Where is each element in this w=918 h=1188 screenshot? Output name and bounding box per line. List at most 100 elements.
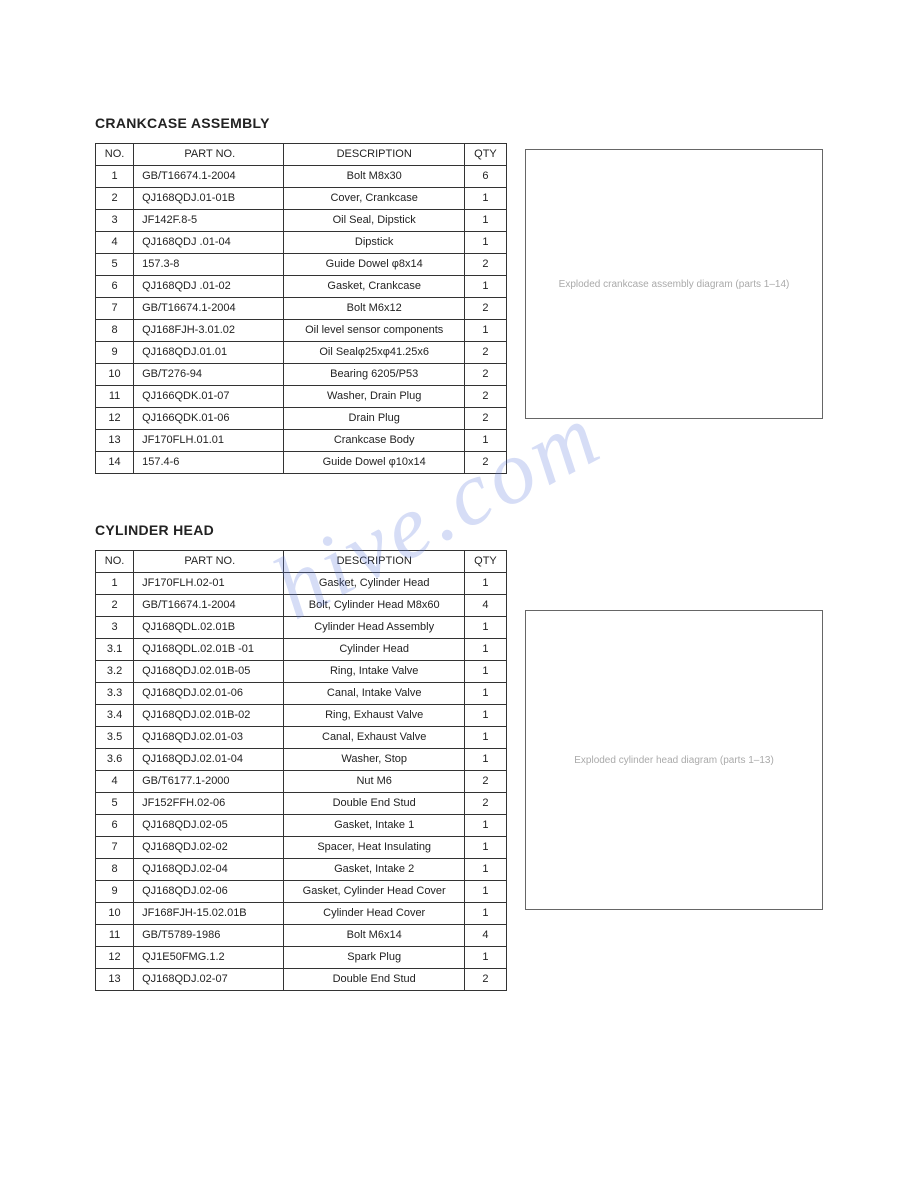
cell-desc: Gasket, Intake 1: [284, 815, 464, 837]
cell-qty: 1: [464, 815, 506, 837]
cell-desc: Cover, Crankcase: [284, 188, 464, 210]
cell-desc: Double End Stud: [284, 969, 464, 991]
cell-qty: 1: [464, 661, 506, 683]
cell-desc: Canal, Exhaust Valve: [284, 727, 464, 749]
cell-qty: 2: [464, 386, 506, 408]
cell-desc: Nut M6: [284, 771, 464, 793]
cell-no: 7: [96, 298, 134, 320]
cell-qty: 1: [464, 617, 506, 639]
cell-qty: 1: [464, 639, 506, 661]
parts-table-crankcase: NO. PART NO. DESCRIPTION QTY 1GB/T16674.…: [95, 143, 507, 474]
col-header-qty: QTY: [464, 551, 506, 573]
cell-desc: Bolt M6x12: [284, 298, 464, 320]
cell-desc: Spark Plug: [284, 947, 464, 969]
cell-desc: Cylinder Head: [284, 639, 464, 661]
cell-no: 10: [96, 364, 134, 386]
cell-part: GB/T5789-1986: [134, 925, 284, 947]
cell-part: GB/T276-94: [134, 364, 284, 386]
cell-part: JF152FFH.02-06: [134, 793, 284, 815]
cell-desc: Gasket, Cylinder Head Cover: [284, 881, 464, 903]
cell-no: 7: [96, 837, 134, 859]
cell-part: JF170FLH.02-01: [134, 573, 284, 595]
cell-no: 1: [96, 573, 134, 595]
table-row: 13QJ168QDJ.02-07Double End Stud2: [96, 969, 507, 991]
col-header-part: PART NO.: [134, 551, 284, 573]
cell-no: 4: [96, 232, 134, 254]
cell-qty: 1: [464, 837, 506, 859]
cell-qty: 2: [464, 298, 506, 320]
cell-part: QJ168QDJ.02.01-06: [134, 683, 284, 705]
cell-qty: 1: [464, 859, 506, 881]
table-row: 3.5QJ168QDJ.02.01-03Canal, Exhaust Valve…: [96, 727, 507, 749]
cell-no: 6: [96, 815, 134, 837]
cell-qty: 4: [464, 925, 506, 947]
cell-qty: 1: [464, 749, 506, 771]
table-header-row: NO. PART NO. DESCRIPTION QTY: [96, 551, 507, 573]
cell-qty: 2: [464, 452, 506, 474]
cell-no: 12: [96, 408, 134, 430]
cell-part: JF142F.8-5: [134, 210, 284, 232]
cell-no: 8: [96, 320, 134, 342]
cell-no: 14: [96, 452, 134, 474]
table-row: 3.1QJ168QDL.02.01B -01Cylinder Head1: [96, 639, 507, 661]
cell-part: QJ168QDL.02.01B -01: [134, 639, 284, 661]
cell-no: 9: [96, 342, 134, 364]
cell-part: QJ168FJH-3.01.02: [134, 320, 284, 342]
col-header-desc: DESCRIPTION: [284, 144, 464, 166]
table-row: 5JF152FFH.02-06Double End Stud2: [96, 793, 507, 815]
cell-part: GB/T16674.1-2004: [134, 166, 284, 188]
cell-desc: Cylinder Head Assembly: [284, 617, 464, 639]
cell-qty: 1: [464, 232, 506, 254]
section-title: CRANKCASE ASSEMBLY: [95, 115, 823, 131]
cell-no: 13: [96, 430, 134, 452]
table-row: 3JF142F.8-5Oil Seal, Dipstick1: [96, 210, 507, 232]
cell-qty: 1: [464, 210, 506, 232]
cell-no: 9: [96, 881, 134, 903]
table-row: 3.6QJ168QDJ.02.01-04Washer, Stop1: [96, 749, 507, 771]
cell-desc: Bolt M8x30: [284, 166, 464, 188]
cell-part: QJ166QDK.01-07: [134, 386, 284, 408]
cell-desc: Bearing 6205/P53: [284, 364, 464, 386]
diagram-crankcase: Exploded crankcase assembly diagram (par…: [525, 149, 823, 419]
cell-desc: Gasket, Intake 2: [284, 859, 464, 881]
table-row: 3.2QJ168QDJ.02.01B-05Ring, Intake Valve1: [96, 661, 507, 683]
cell-desc: Guide Dowel φ8x14: [284, 254, 464, 276]
cell-desc: Gasket, Crankcase: [284, 276, 464, 298]
cell-qty: 2: [464, 254, 506, 276]
cell-desc: Oil Seal, Dipstick: [284, 210, 464, 232]
section-cylinder-head: CYLINDER HEAD NO. PART NO. DESCRIPTION Q…: [95, 522, 823, 991]
cell-no: 11: [96, 925, 134, 947]
cell-part: QJ168QDJ.02.01-03: [134, 727, 284, 749]
table-row: 11GB/T5789-1986Bolt M6x144: [96, 925, 507, 947]
table-row: 2QJ168QDJ.01-01BCover, Crankcase1: [96, 188, 507, 210]
cell-desc: Canal, Intake Valve: [284, 683, 464, 705]
cell-no: 2: [96, 595, 134, 617]
table-row: 10GB/T276-94Bearing 6205/P532: [96, 364, 507, 386]
table-row: 3QJ168QDL.02.01BCylinder Head Assembly1: [96, 617, 507, 639]
cell-qty: 2: [464, 408, 506, 430]
cell-desc: Ring, Intake Valve: [284, 661, 464, 683]
table-row: 13JF170FLH.01.01Crankcase Body1: [96, 430, 507, 452]
table-row: 3.3QJ168QDJ.02.01-06Canal, Intake Valve1: [96, 683, 507, 705]
cell-qty: 2: [464, 793, 506, 815]
table-row: 8QJ168QDJ.02-04Gasket, Intake 21: [96, 859, 507, 881]
cell-part: QJ168QDJ.01-01B: [134, 188, 284, 210]
cell-no: 10: [96, 903, 134, 925]
table-row: 9QJ168QDJ.02-06Gasket, Cylinder Head Cov…: [96, 881, 507, 903]
cell-desc: Crankcase Body: [284, 430, 464, 452]
section-crankcase: CRANKCASE ASSEMBLY NO. PART NO. DESCRIPT…: [95, 115, 823, 474]
table-row: 12QJ1E50FMG.1.2Spark Plug1: [96, 947, 507, 969]
table-row: 8QJ168FJH-3.01.02Oil level sensor compon…: [96, 320, 507, 342]
cell-qty: 2: [464, 771, 506, 793]
cell-no: 5: [96, 793, 134, 815]
cell-part: QJ1E50FMG.1.2: [134, 947, 284, 969]
cell-no: 3.3: [96, 683, 134, 705]
col-header-no: NO.: [96, 144, 134, 166]
table-row: 14157.4-6Guide Dowel φ10x142: [96, 452, 507, 474]
cell-no: 3.1: [96, 639, 134, 661]
table-row: 4QJ168QDJ .01-04Dipstick1: [96, 232, 507, 254]
cell-part: QJ166QDK.01-06: [134, 408, 284, 430]
cell-qty: 1: [464, 320, 506, 342]
cell-no: 6: [96, 276, 134, 298]
cell-no: 3.2: [96, 661, 134, 683]
